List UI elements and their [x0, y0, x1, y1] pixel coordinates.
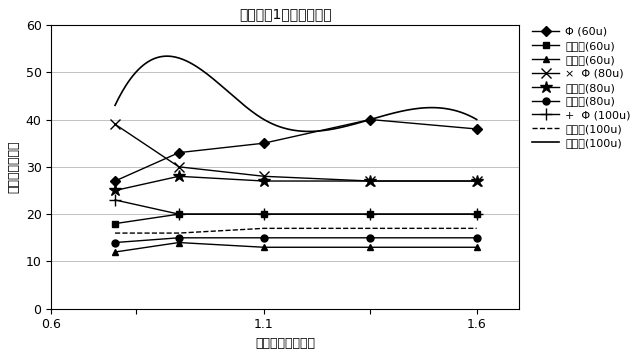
×  Φ (80u): [473, 179, 481, 183]
ループ(60u): [175, 212, 182, 216]
ループ(100u): [111, 231, 119, 235]
Φ (60u): [111, 179, 119, 183]
ライン(100u): [113, 101, 120, 105]
ライン(60u): [260, 245, 268, 250]
ライン(100u): [328, 127, 335, 131]
Φ (60u): [260, 141, 268, 145]
ライン(80u): [473, 236, 481, 240]
ライン(100u): [111, 103, 119, 107]
ライン(100u): [442, 106, 449, 111]
Φ (60u): [473, 127, 481, 131]
×  Φ (80u): [175, 165, 182, 169]
ループ(100u): [175, 231, 182, 235]
Title: 方向性（1．９ＧＨｚ）: 方向性（1．９ＧＨｚ）: [239, 7, 332, 21]
ループ(80u): [260, 179, 268, 183]
Line: ライン(60u): ライン(60u): [111, 239, 480, 256]
X-axis label: 結合器長（ＭＭ）: 結合器長（ＭＭ）: [255, 337, 316, 350]
+  Φ (100u): [175, 212, 182, 216]
ループ(80u): [111, 188, 119, 193]
ループ(100u): [473, 226, 481, 231]
ライン(60u): [367, 245, 374, 250]
ライン(100u): [473, 117, 481, 122]
+  Φ (100u): [260, 212, 268, 216]
+  Φ (100u): [367, 212, 374, 216]
ループ(100u): [367, 226, 374, 231]
Line: ループ(100u): ループ(100u): [115, 228, 477, 233]
ループ(60u): [111, 221, 119, 226]
ループ(80u): [175, 174, 182, 178]
ライン(80u): [367, 236, 374, 240]
Φ (60u): [367, 117, 374, 122]
ライン(100u): [329, 127, 337, 131]
Legend: Φ (60u), ループ(60u), ライン(60u), ×  Φ (80u), ループ(80u), ライン(80u), +  Φ (100u), ループ(10: Φ (60u), ループ(60u), ライン(60u), × Φ (80u), …: [529, 25, 633, 150]
ライン(60u): [175, 240, 182, 245]
Line: ライン(100u): ライン(100u): [115, 56, 477, 131]
Line: ×  Φ (80u): × Φ (80u): [110, 119, 481, 186]
Φ (60u): [175, 151, 182, 155]
ループ(60u): [367, 212, 374, 216]
ライン(60u): [473, 245, 481, 250]
Line: ライン(80u): ライン(80u): [111, 234, 480, 246]
×  Φ (80u): [367, 179, 374, 183]
Line: ループ(80u): ループ(80u): [109, 170, 483, 197]
ライン(100u): [335, 126, 342, 130]
ライン(100u): [419, 106, 426, 110]
ライン(80u): [111, 240, 119, 245]
+  Φ (100u): [111, 198, 119, 202]
Line: Φ (60u): Φ (60u): [111, 116, 480, 185]
ライン(100u): [305, 129, 312, 134]
ライン(80u): [175, 236, 182, 240]
Line: +  Φ (100u): + Φ (100u): [109, 195, 483, 220]
Line: ループ(60u): ループ(60u): [111, 211, 480, 227]
ループ(60u): [260, 212, 268, 216]
×  Φ (80u): [260, 174, 268, 178]
ループ(100u): [260, 226, 268, 231]
ループ(80u): [473, 179, 481, 183]
ループ(60u): [473, 212, 481, 216]
ライン(100u): [163, 54, 171, 58]
+  Φ (100u): [473, 212, 481, 216]
Y-axis label: 方向性（ｄＢ）: 方向性（ｄＢ）: [7, 141, 20, 193]
ライン(60u): [111, 250, 119, 254]
ループ(80u): [367, 179, 374, 183]
×  Φ (80u): [111, 122, 119, 126]
ライン(80u): [260, 236, 268, 240]
